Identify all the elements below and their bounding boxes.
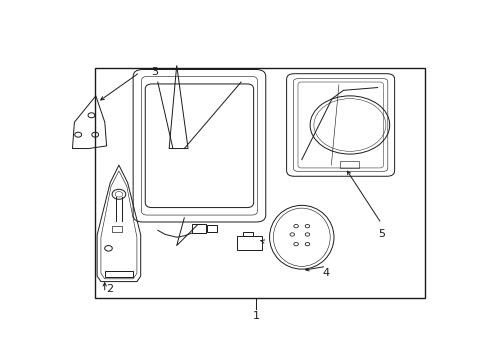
Bar [191,224,206,233]
Bar [243,232,252,237]
Text: 5: 5 [377,229,384,239]
Bar [340,161,359,168]
Bar [112,226,122,232]
Ellipse shape [269,205,333,269]
Text: 2: 2 [106,284,113,293]
Bar [206,225,216,232]
Bar [95,68,424,298]
Bar [104,270,133,278]
Bar [237,237,262,250]
Text: 4: 4 [322,268,329,278]
Text: 1: 1 [252,311,259,321]
Text: 3: 3 [151,67,158,77]
Text: 6: 6 [271,237,278,246]
